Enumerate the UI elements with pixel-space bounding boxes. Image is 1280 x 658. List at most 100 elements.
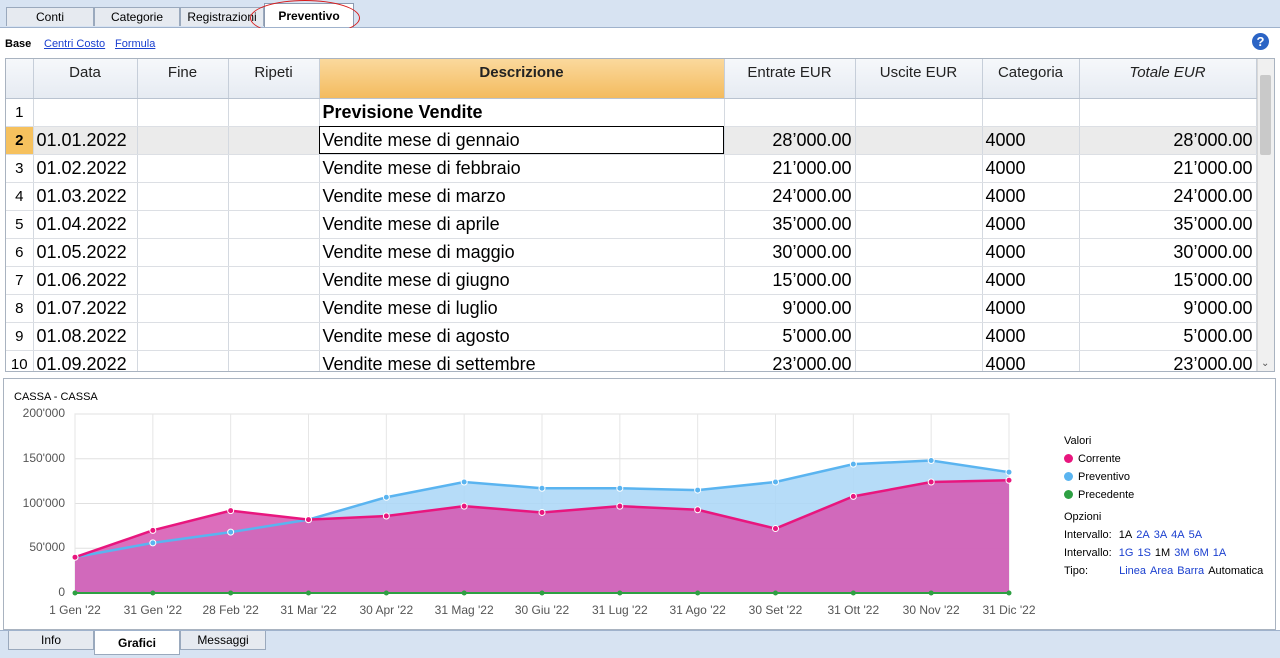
cell-fine[interactable] <box>137 182 229 211</box>
cell-cat[interactable]: 4000 <box>982 322 1080 351</box>
cell-entrate[interactable]: 21’000.00 <box>724 154 856 183</box>
interval-years-option-5a[interactable]: 5A <box>1188 529 1203 541</box>
cell-data[interactable]: 01.04.2022 <box>33 210 138 239</box>
cell-uscite[interactable] <box>855 266 983 295</box>
cell-uscite[interactable] <box>855 126 983 155</box>
cell-ripeti[interactable] <box>228 210 320 239</box>
cell-tot[interactable]: 9’000.00 <box>1079 294 1257 323</box>
cell-tot[interactable]: 15’000.00 <box>1079 266 1257 295</box>
interval-period-option-3m[interactable]: 3M <box>1174 547 1190 559</box>
table-row[interactable]: 3 01.02.2022 Vendite mese di febbraio 21’00… <box>6 154 1257 183</box>
interval-years-option-3a[interactable]: 3A <box>1153 529 1168 541</box>
interval-period-option-1g[interactable]: 1G <box>1118 547 1134 559</box>
row-number[interactable]: 4 <box>6 182 34 211</box>
table-row[interactable]: 7 01.06.2022 Vendite mese di giugno 15’000.… <box>6 266 1257 295</box>
cell-tot[interactable] <box>1079 98 1257 127</box>
table-row[interactable]: 8 01.07.2022 Vendite mese di luglio 9’000.0… <box>6 294 1257 323</box>
table-row[interactable]: 2 01.01.2022 Vendite mese di gennaio 28’000… <box>6 126 1257 155</box>
cell-entrate[interactable]: 28’000.00 <box>724 126 856 155</box>
cell-cat[interactable]: 4000 <box>982 154 1080 183</box>
cell-desc[interactable]: Vendite mese di agosto <box>319 322 725 351</box>
cell-desc[interactable]: Vendite mese di settembre <box>319 350 725 371</box>
row-number[interactable]: 5 <box>6 210 34 239</box>
cell-data[interactable]: 01.01.2022 <box>33 126 138 155</box>
col-header-descrizione[interactable]: Descrizione <box>319 59 725 99</box>
cell-entrate[interactable]: 24’000.00 <box>724 182 856 211</box>
cell-entrate[interactable]: 9’000.00 <box>724 294 856 323</box>
tab-registrazioni[interactable]: Registrazioni <box>180 7 264 26</box>
interval-years-option-2a[interactable]: 2A <box>1136 529 1150 541</box>
cell-ripeti[interactable] <box>228 350 320 371</box>
cell-entrate[interactable]: 23’000.00 <box>724 350 856 371</box>
cell-data[interactable]: 01.08.2022 <box>33 322 138 351</box>
col-header-totale[interactable]: Totale EUR <box>1079 59 1257 99</box>
cell-fine[interactable] <box>137 322 229 351</box>
cell-cat[interactable]: 4000 <box>982 182 1080 211</box>
table-row[interactable]: 9 01.08.2022 Vendite mese di agosto 5’000.0… <box>6 322 1257 351</box>
tab-grafici[interactable]: Grafici <box>94 631 180 655</box>
cell-uscite[interactable] <box>855 98 983 127</box>
cell-desc[interactable]: Vendite mese di aprile <box>319 210 725 239</box>
cell-cat[interactable] <box>982 98 1080 127</box>
chart-type-option-area[interactable]: Area <box>1150 565 1174 577</box>
legend-item-corrente[interactable]: Corrente <box>1064 453 1121 465</box>
tab-conti[interactable]: Conti <box>6 7 94 26</box>
row-number[interactable]: 2 <box>6 126 34 155</box>
scrollbar-thumb[interactable] <box>1260 75 1271 155</box>
cell-desc[interactable]: Vendite mese di maggio <box>319 238 725 267</box>
cell-uscite[interactable] <box>855 294 983 323</box>
cell-ripeti[interactable] <box>228 98 320 127</box>
cell-data[interactable]: 01.02.2022 <box>33 154 138 183</box>
cell-ripeti[interactable] <box>228 182 320 211</box>
cell-desc[interactable]: Vendite mese di marzo <box>319 182 725 211</box>
cell-entrate[interactable]: 5’000.00 <box>724 322 856 351</box>
cell-cat[interactable]: 4000 <box>982 126 1080 155</box>
cell-data[interactable]: 01.05.2022 <box>33 238 138 267</box>
cell-data[interactable] <box>33 98 138 127</box>
cell-entrate[interactable]: 15’000.00 <box>724 266 856 295</box>
cell-fine[interactable] <box>137 210 229 239</box>
cell-desc[interactable]: Vendite mese di giugno <box>319 266 725 295</box>
cell-fine[interactable] <box>137 266 229 295</box>
view-centri-costo[interactable]: Centri Costo <box>44 38 106 50</box>
help-icon[interactable]: ? <box>1252 33 1269 50</box>
table-row[interactable]: 6 01.05.2022 Vendite mese di maggio 30’000.… <box>6 238 1257 267</box>
cell-fine[interactable] <box>137 294 229 323</box>
cell-entrate[interactable] <box>724 98 856 127</box>
table-row[interactable]: 5 01.04.2022 Vendite mese di aprile 35’000.… <box>6 210 1257 239</box>
cell-tot[interactable]: 30’000.00 <box>1079 238 1257 267</box>
cell-tot[interactable]: 35’000.00 <box>1079 210 1257 239</box>
cell-ripeti[interactable] <box>228 126 320 155</box>
cell-uscite[interactable] <box>855 238 983 267</box>
interval-years-option-1a[interactable]: 1A <box>1118 529 1133 541</box>
row-number[interactable]: 9 <box>6 322 34 351</box>
cell-fine[interactable] <box>137 238 229 267</box>
cell-cat[interactable]: 4000 <box>982 210 1080 239</box>
interval-period-option-1a[interactable]: 1A <box>1212 547 1227 559</box>
row-number[interactable]: 10 <box>6 350 34 371</box>
tab-messaggi[interactable]: Messaggi <box>180 631 266 650</box>
col-header-entrate[interactable]: Entrate EUR <box>724 59 856 99</box>
cell-uscite[interactable] <box>855 154 983 183</box>
cell-cat[interactable]: 4000 <box>982 350 1080 371</box>
cell-tot[interactable]: 5’000.00 <box>1079 322 1257 351</box>
cell-fine[interactable] <box>137 126 229 155</box>
col-header-categoria[interactable]: Categoria <box>982 59 1080 99</box>
cell-fine[interactable] <box>137 98 229 127</box>
vertical-scrollbar[interactable]: ⌄ <box>1257 59 1274 371</box>
interval-period-option-1s[interactable]: 1S <box>1137 547 1151 559</box>
legend-item-precedente[interactable]: Precedente <box>1064 489 1134 501</box>
cell-desc[interactable]: Vendite mese di febbraio <box>319 154 725 183</box>
cell-uscite[interactable] <box>855 322 983 351</box>
cell-desc[interactable]: Vendite mese di gennaio <box>319 126 725 155</box>
cell-entrate[interactable]: 35’000.00 <box>724 210 856 239</box>
interval-period-option-6m[interactable]: 6M <box>1193 547 1209 559</box>
row-number[interactable]: 1 <box>6 98 34 127</box>
cell-ripeti[interactable] <box>228 238 320 267</box>
interval-years-option-4a[interactable]: 4A <box>1171 529 1185 541</box>
chart-type-option-barra[interactable]: Barra <box>1177 565 1205 577</box>
cell-tot[interactable]: 28’000.00 <box>1079 126 1257 155</box>
cell-data[interactable]: 01.07.2022 <box>33 294 138 323</box>
tab-categorie[interactable]: Categorie <box>94 7 180 26</box>
interval-period-option-1m[interactable]: 1M <box>1154 547 1171 559</box>
